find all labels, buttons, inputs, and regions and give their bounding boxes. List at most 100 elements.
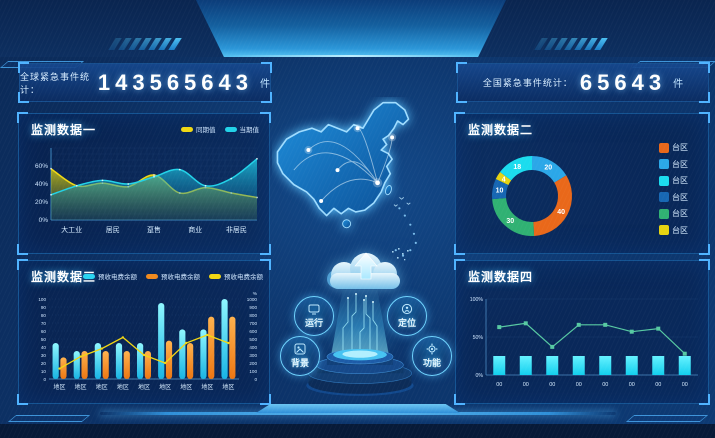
right-tick-label: 700 — [249, 321, 257, 326]
legend-swatch — [209, 273, 221, 279]
bar — [187, 343, 194, 379]
counter-label: 全国紧急事件统计： — [482, 78, 573, 88]
header-center-trapezoid — [196, 0, 506, 57]
legend-swatch — [659, 142, 669, 153]
right-tick-label: 900 — [249, 305, 257, 310]
y-tick-label: 20% — [35, 199, 48, 206]
run-button[interactable]: 运行 — [294, 296, 334, 336]
segment-value-label: 40 — [557, 209, 565, 216]
taiwan-island — [385, 185, 392, 196]
left-tick-label: 60 — [41, 329, 47, 334]
panel-monitor-data-2: 监测数据二 20 40 30 10 4 18 台区 台区 台区 台区 台区 台区 — [454, 112, 710, 255]
china-outline — [276, 101, 410, 217]
circuit-lines — [342, 293, 378, 356]
hainan-island — [342, 219, 352, 229]
upload-arrow-icon — [354, 252, 378, 280]
counter-unit: 件 — [673, 79, 684, 90]
x-tick-label: 00 — [549, 382, 555, 388]
x-tick-label: 地区 — [138, 383, 150, 391]
legend-item[interactable]: 当期值 — [224, 124, 259, 134]
background-button[interactable]: 背景 — [280, 336, 320, 376]
x-tick-label: 趸售 — [147, 225, 161, 234]
panel-title: 监测数据一 — [31, 123, 97, 137]
legend-item[interactable]: 台区 — [659, 159, 688, 170]
right-tick-label: 400 — [249, 345, 257, 350]
legend-label: 台区 — [672, 159, 688, 169]
legend-swatch — [659, 159, 669, 169]
legend-swatch — [659, 225, 669, 235]
bar — [200, 329, 207, 379]
area-chart-legend: 同期值 当期值 — [181, 124, 259, 134]
national-emergency-counter: 全国紧急事件统计： 65643 件 — [456, 62, 710, 103]
panel-monitor-data-4: 监测数据四 0% 50% 100% 00 00 00 00 00 00 00 00 — [454, 259, 710, 405]
y-tick-label: 50% — [473, 335, 484, 341]
left-tick-label: 20 — [41, 361, 47, 366]
footer-center-platform — [256, 404, 460, 413]
segment-value-label: 10 — [496, 187, 504, 194]
line-marker — [629, 329, 634, 334]
legend-item[interactable]: 台区 — [659, 175, 688, 186]
x-tick-label: 大工业 — [61, 225, 82, 234]
bar — [73, 351, 80, 379]
y-tick-label: 100% — [470, 297, 484, 303]
x-tick-label: 地区 — [75, 383, 87, 391]
corner-decor-bottom-left — [7, 415, 91, 422]
legend-item[interactable]: 同期值 — [181, 124, 216, 134]
background-icon — [294, 343, 306, 355]
panel-title: 监测数据四 — [468, 270, 534, 284]
bar — [115, 343, 123, 379]
right-tick-label: 800 — [249, 313, 257, 318]
left-tick-label: 10 — [41, 369, 47, 374]
particle-dots — [392, 248, 409, 261]
badge-label: 背景 — [290, 358, 309, 368]
y-tick-label: 40% — [35, 181, 48, 188]
left-tick-label: 90 — [41, 305, 47, 310]
x-tick-label: 地区 — [180, 383, 192, 391]
line-marker — [656, 326, 661, 331]
bar — [572, 356, 585, 375]
line-marker — [682, 351, 687, 356]
bar — [158, 303, 165, 379]
x-tick-label: 地区 — [159, 383, 171, 391]
legend-item[interactable]: 预收电费余额 — [209, 271, 263, 281]
right-axis-unit: % — [253, 291, 258, 297]
cloud-upload-icon — [327, 248, 409, 289]
counter-label: 全球紧急事件统计： — [20, 71, 91, 95]
right-tick-label: 600 — [249, 329, 257, 334]
panel-monitor-data-3: 监测数据三 预收电费余额 预收电费余额 预收电费余额 0 10 20 30 40 50 60… — [17, 259, 271, 405]
counter-unit: 件 — [260, 79, 270, 90]
legend-item[interactable]: 台区 — [659, 208, 688, 219]
legend-item[interactable]: 预收电费余额 — [146, 271, 200, 281]
donut-chart: 20 40 30 10 4 18 — [492, 156, 572, 236]
x-tick-label: 地区 — [96, 383, 108, 391]
bar — [60, 357, 67, 379]
x-tick-label: 00 — [629, 382, 635, 388]
bar — [221, 299, 228, 379]
x-tick-label: 居民 — [106, 226, 120, 234]
legend-item[interactable]: 台区 — [659, 225, 688, 236]
segment-value-label: 30 — [506, 218, 514, 225]
x-tick-label: 00 — [576, 382, 582, 388]
gear-icon — [426, 343, 438, 355]
panel-title: 监测数据三 — [31, 270, 97, 284]
right-tick-label: 100 — [249, 369, 257, 374]
line-marker — [523, 321, 528, 326]
x-tick-label: 地区 — [54, 383, 66, 391]
legend-swatch — [659, 208, 669, 219]
x-tick-label: 地区 — [222, 383, 234, 391]
badge-label: 功能 — [422, 358, 441, 368]
bar-chart-legend: 预收电费余额 预收电费余额 预收电费余额 — [83, 271, 263, 281]
legend-item[interactable]: 预收电费余额 — [83, 271, 137, 281]
locate-button[interactable]: 定位 — [387, 296, 427, 336]
y-tick-label: 60% — [35, 163, 48, 170]
segment-value-label: 18 — [513, 164, 521, 171]
bar — [81, 351, 88, 379]
x-tick-label: 地区 — [201, 383, 213, 391]
donut-segment — [531, 156, 567, 183]
right-tick-label: 0 — [254, 377, 257, 382]
left-tick-label: 50 — [41, 337, 47, 342]
function-button[interactable]: 功能 — [412, 336, 452, 376]
legend-item[interactable]: 台区 — [659, 142, 688, 153]
corner-decor-bottom-right — [625, 415, 709, 422]
legend-item[interactable]: 台区 — [659, 192, 688, 203]
